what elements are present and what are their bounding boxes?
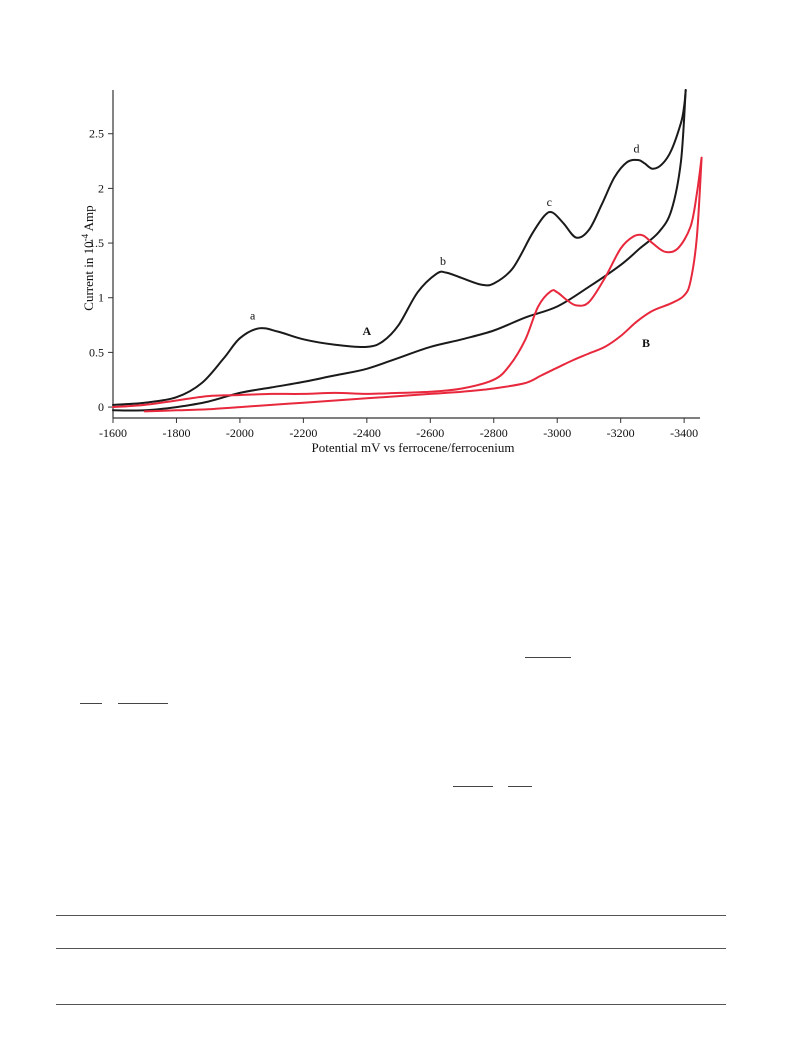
y-tick-label: 2.5 — [89, 127, 104, 141]
annotation-label-d: d — [634, 141, 640, 155]
fraction-bar — [508, 786, 532, 787]
y-axis-label: Current in 10-4 Amp — [80, 205, 96, 310]
fraction-bar — [525, 657, 571, 658]
x-tick-label: -3000 — [543, 426, 571, 440]
x-axis-label: Potential mV vs ferrocene/ferrocenium — [312, 440, 515, 455]
plot-axes — [112, 90, 700, 419]
x-tick-label: -2800 — [480, 426, 508, 440]
cv-curve-b-forward — [112, 156, 703, 409]
annotation-label-b: b — [440, 254, 446, 268]
cyclic-voltammogram-chart: -1600 -1800 -2000 -2200 -2400 -2600 -2800 -3000… — [80, 89, 703, 455]
table-top-rule — [56, 915, 726, 916]
table-header-rule — [56, 948, 726, 949]
cv-curve-a-forward — [112, 89, 687, 406]
x-tick-label: -2000 — [226, 426, 254, 440]
y-tick-label: 0.5 — [89, 345, 104, 359]
y-tick-label: 1 — [98, 291, 104, 305]
axis-ticks: -1600 -1800 -2000 -2200 -2400 -2600 -2800 -3000… — [89, 127, 698, 440]
y-axis-label-main: Current in 10 — [81, 241, 96, 310]
x-tick-label: -3400 — [670, 426, 698, 440]
x-tick-label: -1600 — [99, 426, 127, 440]
y-axis-label-unit: Amp — [81, 205, 96, 234]
annotation-label-c: c — [547, 195, 552, 209]
x-tick-label: -2200 — [289, 426, 317, 440]
x-tick-label: -1800 — [162, 426, 190, 440]
fraction-bar — [80, 703, 102, 704]
curve-annotations: a b c d A B — [250, 141, 650, 350]
data-curves — [112, 89, 703, 413]
x-tick-label: -2600 — [416, 426, 444, 440]
annotation-label-B: B — [642, 336, 650, 350]
annotation-label-a: a — [250, 309, 256, 323]
cv-curve-a-reverse — [112, 89, 687, 412]
table-bottom-rule — [56, 1004, 726, 1005]
y-axis-label-exponent: -4 — [80, 233, 90, 241]
y-tick-label: 2 — [98, 181, 104, 195]
cv-curve-b-reverse — [143, 156, 703, 413]
y-tick-label: 0 — [98, 400, 104, 414]
y-tick-label: 1.5 — [89, 236, 104, 250]
annotation-label-A: A — [363, 324, 372, 338]
fraction-bar — [118, 703, 168, 704]
fraction-bar — [453, 786, 493, 787]
x-tick-label: -3200 — [607, 426, 635, 440]
x-tick-label: -2400 — [353, 426, 381, 440]
